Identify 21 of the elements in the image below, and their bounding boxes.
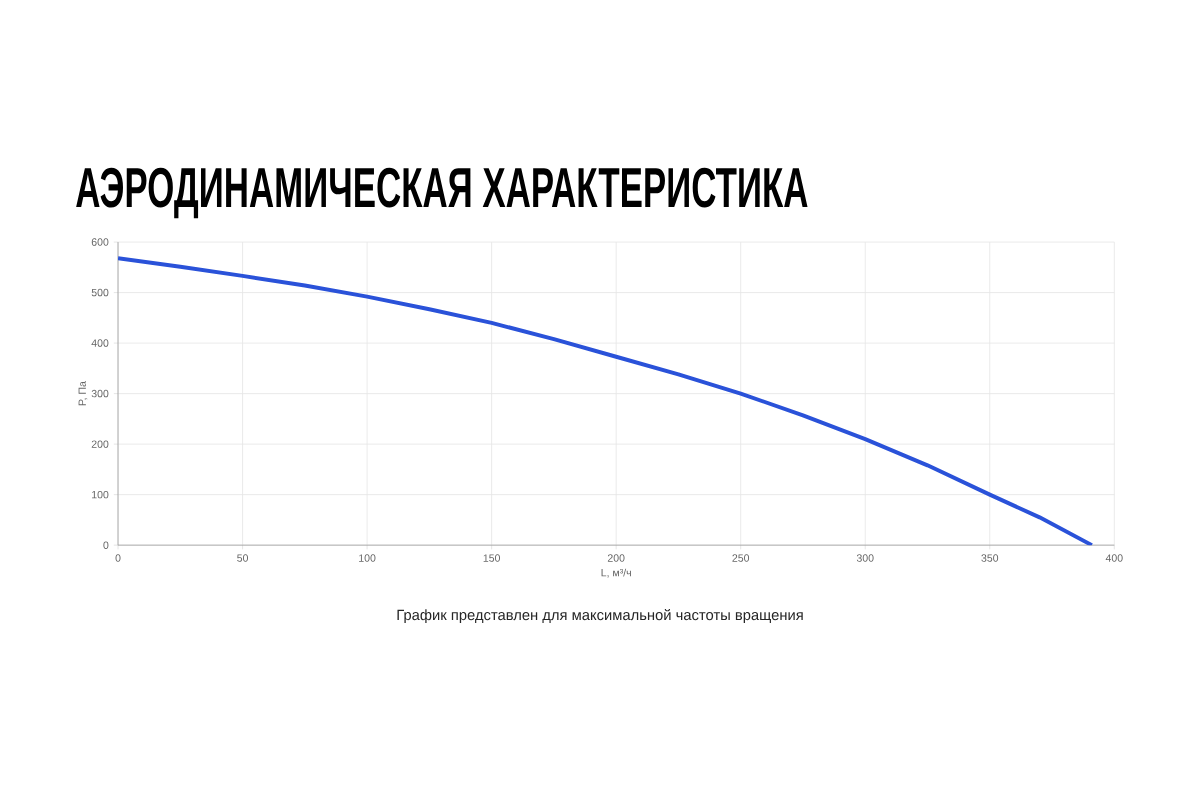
y-tick-label: 200 <box>91 440 109 448</box>
y-tick-label: 0 <box>103 541 109 549</box>
line-series <box>118 256 1094 546</box>
x-tick-label: 250 <box>732 554 750 562</box>
y-tick-label: 600 <box>91 238 109 246</box>
text: График представлен для максимальной частоты вращения <box>397 609 803 624</box>
x-tick-label: 200 <box>607 554 625 562</box>
chart-title: АЭРОДИНАМИЧЕСКАЯ ХАРАКТЕРИСТИКА <box>76 167 808 219</box>
x-tick-label: 50 <box>237 554 249 562</box>
x-axis-title: L, м³/ч <box>601 568 631 578</box>
x-tick-label: 100 <box>359 554 376 562</box>
x-tick-label: 400 <box>1105 554 1123 562</box>
x-tick-label: 300 <box>856 554 874 562</box>
y-tick-label: 300 <box>91 389 109 398</box>
x-tick-label: 350 <box>981 554 999 562</box>
y-tick-label: 500 <box>91 288 109 297</box>
x-tick-label: 150 <box>483 554 501 562</box>
y-tick-label: 100 <box>92 490 109 499</box>
x-tick-label: 0 <box>115 554 121 562</box>
y-axis-title: P, Па <box>78 381 88 406</box>
y-tick-label: 400 <box>91 339 109 347</box>
